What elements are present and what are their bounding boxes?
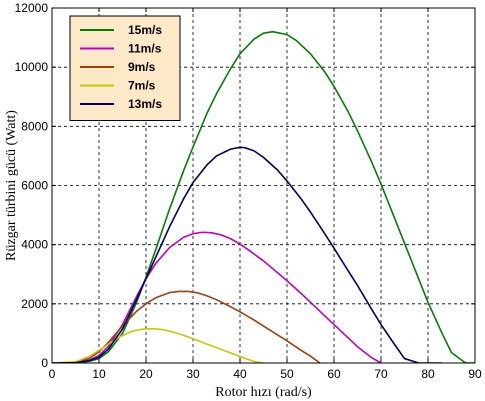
x-tick-label: 30 (186, 367, 200, 381)
series-line-13ms (52, 146, 443, 363)
legend-label: 11m/s (128, 42, 162, 56)
x-tick-label: 20 (139, 367, 153, 381)
y-tick-label: 6000 (21, 179, 48, 193)
x-tick-label: 90 (468, 367, 482, 381)
x-tick-label: 10 (92, 367, 106, 381)
x-tick-label: 70 (374, 367, 388, 381)
x-tick-label: 40 (233, 367, 247, 381)
series-line-7ms (52, 327, 264, 363)
legend-label: 15m/s (128, 23, 162, 37)
y-tick-label: 8000 (21, 119, 48, 133)
x-tick-label: 60 (327, 367, 341, 381)
x-tick-label: 50 (280, 367, 294, 381)
legend-label: 13m/s (128, 97, 162, 111)
series-line-15ms (52, 30, 475, 363)
x-axis-title: Rotor hızı (rad/s) (215, 385, 312, 400)
y-tick-label: 4000 (21, 238, 48, 252)
y-tick-label: 0 (41, 356, 48, 370)
y-axis-title: Rüzgar türbini gücü (Watt) (4, 110, 19, 261)
y-tick-label: 2000 (21, 297, 48, 311)
series-line-9ms (52, 290, 321, 363)
legend-label: 7m/s (128, 79, 156, 93)
x-tick-label: 80 (421, 367, 435, 381)
legend-label: 9m/s (128, 60, 156, 74)
x-tick-label: 0 (49, 367, 56, 381)
y-tick-label: 12000 (15, 1, 49, 15)
y-tick-label: 10000 (15, 60, 49, 74)
